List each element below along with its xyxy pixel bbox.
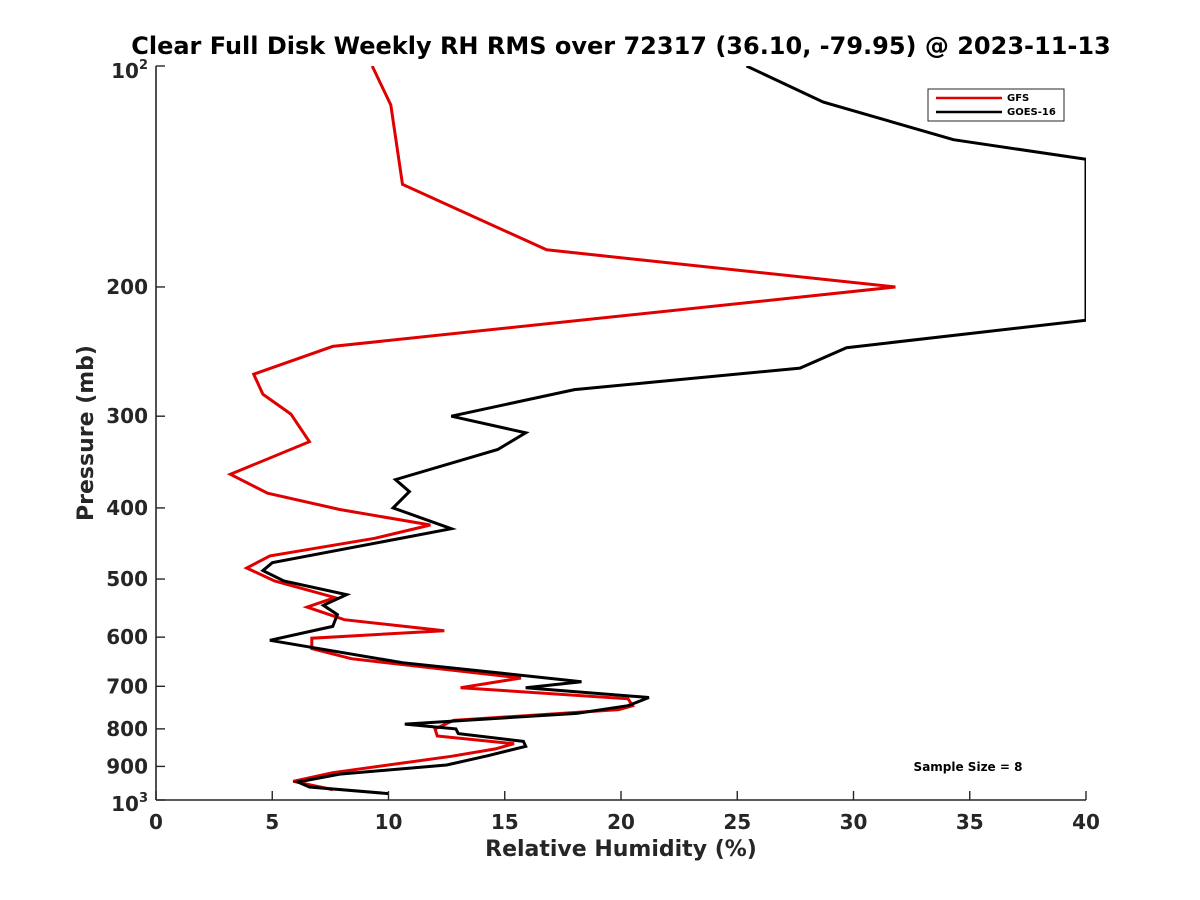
- x-tick-label: 25: [723, 810, 751, 834]
- series-layer: [226, 66, 1086, 796]
- y-tick-label: 600: [106, 625, 148, 649]
- y-axis-label: Pressure (mb): [74, 345, 99, 521]
- series-line-gfs: [226, 66, 896, 792]
- series-line-goes16: [260, 66, 1086, 796]
- y-tick-label: 800: [106, 717, 148, 741]
- x-tick-label: 0: [149, 810, 163, 834]
- legend: GFS GOES-16: [927, 88, 1065, 122]
- legend-label-goes16: GOES-16: [1007, 107, 1056, 118]
- y-tick-label: 900: [106, 754, 148, 778]
- x-tick-label: 15: [491, 810, 519, 834]
- y-tick-label: 700: [106, 674, 148, 698]
- x-tick-label: 5: [265, 810, 279, 834]
- y-tick-top-base: 10: [111, 59, 139, 83]
- x-tick-label: 10: [375, 810, 403, 834]
- y-tick-label: 500: [106, 567, 148, 591]
- chart-title: Clear Full Disk Weekly RH RMS over 72317…: [131, 32, 1111, 60]
- y-tick-label: 200: [106, 275, 148, 299]
- y-tick-label-top: 102: [111, 58, 148, 83]
- y-tick-bottom-base: 10: [111, 792, 139, 816]
- x-ticks: 0 5 10 15 20 25 30 35 40: [149, 791, 1100, 834]
- y-tick-bottom-exp: 3: [139, 791, 148, 806]
- legend-label-gfs: GFS: [1007, 93, 1029, 104]
- y-tick-label: 300: [106, 404, 148, 428]
- x-tick-label: 30: [840, 810, 868, 834]
- y-tick-label-bottom: 103: [111, 791, 148, 816]
- y-ticks: 200 300 400 500 600 700 800 900: [106, 65, 165, 801]
- x-axis-label: Relative Humidity (%): [485, 837, 757, 862]
- x-tick-label: 40: [1072, 810, 1100, 834]
- x-tick-label: 20: [607, 810, 635, 834]
- sample-size-annotation: Sample Size = 8: [914, 760, 1023, 774]
- y-tick-label: 400: [106, 496, 148, 520]
- legend-box: [927, 88, 1065, 122]
- x-tick-label: 35: [956, 810, 984, 834]
- y-tick-top-exp: 2: [139, 58, 148, 73]
